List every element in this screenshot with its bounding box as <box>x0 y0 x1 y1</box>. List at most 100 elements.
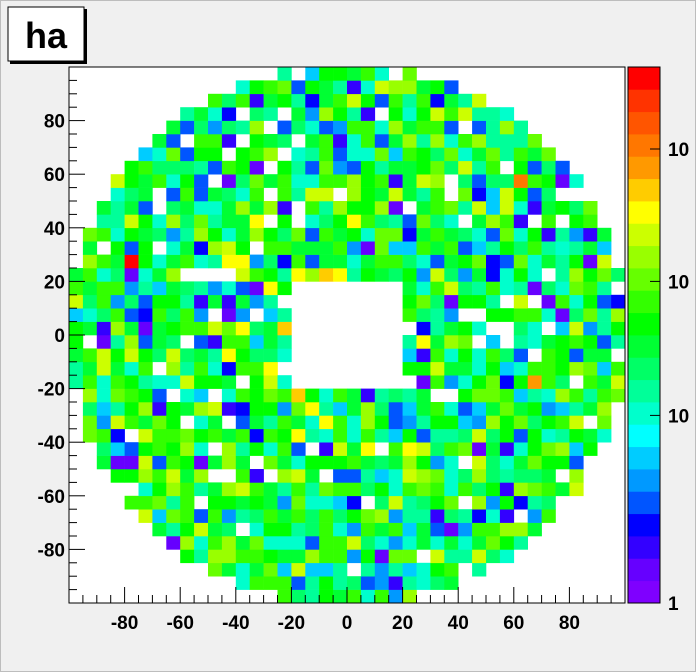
heatmap-cell <box>333 134 348 148</box>
heatmap-cell <box>277 576 292 590</box>
heatmap-cell <box>583 294 598 309</box>
heatmap-cell <box>194 415 209 430</box>
heatmap-cell <box>499 375 515 389</box>
heatmap-cell <box>249 187 264 202</box>
heatmap-cell <box>402 254 417 269</box>
heatmap-cell <box>152 174 167 188</box>
heatmap-cell <box>583 308 598 322</box>
heatmap-cell <box>110 335 125 349</box>
heatmap-cell <box>221 562 237 577</box>
heatmap-cell <box>277 160 292 175</box>
palette-frame <box>627 66 661 604</box>
heatmap-cell <box>583 361 598 376</box>
heatmap-cell <box>416 321 431 336</box>
palette-segment <box>628 580 660 604</box>
heatmap-cell <box>319 509 334 523</box>
heatmap-cell <box>263 549 278 564</box>
heatmap-cell <box>444 147 459 162</box>
heatmap-cell <box>319 455 334 470</box>
heatmap-cell <box>124 495 139 510</box>
heatmap-cell <box>486 268 501 282</box>
heatmap-cell <box>541 415 556 430</box>
heatmap-cell <box>249 348 264 363</box>
heatmap-cell <box>458 509 473 523</box>
heatmap-cell <box>458 294 473 309</box>
heatmap-cell <box>138 361 153 376</box>
heatmap-cell <box>221 321 237 336</box>
heatmap-cell <box>430 428 445 443</box>
heatmap-cell <box>513 227 528 242</box>
heatmap-cell <box>235 227 250 242</box>
heatmap-cell <box>430 375 445 389</box>
heatmap-cell <box>486 120 501 135</box>
heatmap-cell <box>527 361 542 376</box>
heatmap-cell <box>291 80 306 95</box>
heatmap-cell <box>430 522 445 537</box>
heatmap-cell <box>221 93 237 108</box>
heatmap-cell <box>152 348 167 363</box>
heatmap-cell <box>360 67 376 81</box>
heatmap-cell <box>611 294 626 309</box>
heatmap-cell <box>360 482 376 497</box>
chart-title: ha <box>25 15 68 56</box>
heatmap-cell <box>402 348 417 363</box>
heatmap-cell <box>221 201 237 215</box>
heatmap-cell <box>96 268 111 282</box>
heatmap-cell <box>360 80 376 95</box>
heatmap-cell <box>194 509 209 523</box>
heatmap-cell <box>499 455 515 470</box>
axis-ticks <box>68 66 626 604</box>
heatmap-cell <box>319 536 334 550</box>
heatmap-cell <box>597 348 612 363</box>
heatmap-cell <box>347 67 362 81</box>
x-tick-label: 60 <box>503 613 524 634</box>
heatmap-cell <box>124 335 139 349</box>
heatmap-cell <box>166 375 181 389</box>
heatmap-cell <box>416 268 431 282</box>
heatmap-cell <box>402 281 417 296</box>
heatmap-cell <box>416 536 431 550</box>
heatmap-cell <box>527 187 542 202</box>
heatmap-cell <box>388 482 403 497</box>
heatmap-cell <box>208 321 223 336</box>
heatmap-cell <box>138 147 153 162</box>
title-box-shadow <box>84 9 87 63</box>
heatmap-cell <box>124 227 139 242</box>
heatmap-cell <box>96 335 111 349</box>
heatmap-cell <box>597 361 612 376</box>
heatmap-cell <box>82 268 98 282</box>
heatmap-cell <box>472 536 487 550</box>
heatmap-cell <box>472 214 487 229</box>
heatmap-cell <box>208 120 223 135</box>
heatmap-cell <box>513 402 528 416</box>
heatmap-cell <box>152 522 167 537</box>
heatmap-cell <box>110 321 125 336</box>
heatmap-cell <box>541 147 556 162</box>
heatmap-cell <box>430 562 445 577</box>
heatmap-cell <box>472 93 487 108</box>
heatmap-cell <box>569 214 584 229</box>
heatmap-cell <box>499 469 515 483</box>
palette-segment <box>628 491 660 515</box>
heatmap-cell <box>333 174 348 188</box>
heatmap-cell <box>180 107 195 121</box>
heatmap-cell <box>360 254 376 269</box>
y-tick-label: -20 <box>38 380 65 401</box>
heatmap-cell <box>208 134 223 148</box>
heatmap-cell <box>194 361 209 376</box>
heatmap-cell <box>319 187 334 202</box>
heatmap-cell <box>180 388 195 403</box>
heatmap-cell <box>569 308 584 322</box>
heatmap-cell <box>82 321 98 336</box>
heatmap-cell <box>444 482 459 497</box>
heatmap-cell <box>444 134 459 148</box>
heatmap-cell <box>541 348 556 363</box>
heatmap-cell <box>263 522 278 537</box>
heatmap-cell <box>583 428 598 443</box>
heatmap-cell <box>333 482 348 497</box>
heatmap-cell <box>333 589 348 604</box>
heatmap-cell <box>416 107 431 121</box>
heatmap-cell <box>513 388 528 403</box>
heatmap-cell <box>472 174 487 188</box>
heatmap-cell <box>444 576 459 590</box>
